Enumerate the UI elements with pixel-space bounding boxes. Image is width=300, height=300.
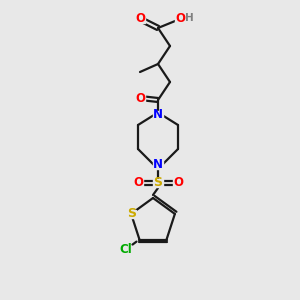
Bar: [126, 210, 136, 218]
Bar: [153, 161, 163, 169]
Text: O: O: [135, 92, 145, 104]
Bar: [133, 179, 143, 187]
Bar: [175, 15, 185, 23]
Text: O: O: [173, 176, 183, 190]
Text: N: N: [153, 109, 163, 122]
Bar: [135, 15, 145, 23]
Text: S: S: [154, 176, 163, 190]
Bar: [153, 179, 163, 187]
Text: H: H: [184, 13, 194, 23]
Bar: [118, 246, 133, 254]
Text: Cl: Cl: [119, 243, 132, 256]
Bar: [135, 94, 145, 102]
Bar: [173, 179, 183, 187]
Text: O: O: [135, 13, 145, 26]
Text: S: S: [127, 207, 136, 220]
Text: N: N: [153, 158, 163, 172]
Text: O: O: [133, 176, 143, 190]
Text: O: O: [175, 13, 185, 26]
Bar: [153, 111, 163, 119]
